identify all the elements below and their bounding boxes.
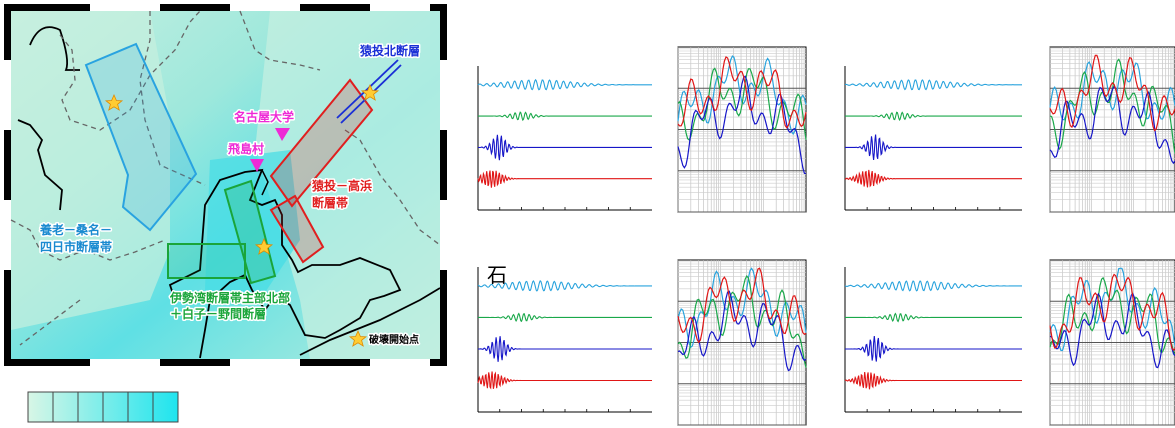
legend-star-icon <box>348 329 368 347</box>
spectrum-panel <box>677 46 807 213</box>
label-sanage-kita: 猿投北断層 <box>359 43 420 58</box>
waveform-panel <box>477 267 652 413</box>
ise-bay <box>205 150 300 300</box>
spectrum-curve <box>677 75 807 175</box>
waveform-trace <box>477 170 652 188</box>
spectrum-curve <box>1049 61 1175 121</box>
label-yoro-1: 養老－桑名－ <box>39 222 112 237</box>
spectrum-panel <box>677 259 807 426</box>
spectrum-panel <box>1049 259 1175 426</box>
waveform-panel <box>477 66 652 211</box>
boundary-north <box>59 10 201 131</box>
waveform-trace <box>477 371 652 390</box>
spectrum-curve <box>1049 85 1175 165</box>
waveform-trace <box>844 169 1022 188</box>
land-east <box>255 11 440 359</box>
waveform-trace <box>478 111 652 122</box>
label-isewan-1: 伊勢湾断層帯主部北部 <box>169 290 290 305</box>
tobishima-marker-icon <box>250 159 264 172</box>
waveform-trace <box>478 134 652 161</box>
color-scale-bar <box>27 391 179 423</box>
coastline-west <box>17 119 63 211</box>
spectrum-curve <box>1049 273 1175 352</box>
rupture-start-star-icon <box>254 237 274 255</box>
spectrum-curve <box>677 267 807 349</box>
label-sanage-takahama-1: 猿投－高浜 <box>311 178 372 193</box>
waveform-panel <box>844 66 1022 211</box>
land-west <box>11 11 170 330</box>
label-isewan-2: ＋白子－野間断層 <box>170 306 266 321</box>
waveform-trace <box>845 336 1022 362</box>
label-tobishima: 飛島村 <box>227 141 264 156</box>
waveform-panel <box>844 267 1022 413</box>
coastline-detail <box>261 169 269 196</box>
label-rupture-start: 破壊開始点 <box>369 333 419 346</box>
waveform-trace <box>844 280 1022 292</box>
takahama-fault-zone <box>269 194 325 264</box>
coastline-south <box>299 287 441 356</box>
waveform-trace <box>845 111 1022 122</box>
waveform-trace <box>845 312 1022 323</box>
boundary-east <box>344 129 441 246</box>
coastline-bay <box>168 168 402 359</box>
spectrum-curve <box>1049 292 1175 369</box>
rupture-start-star-icon <box>360 83 380 101</box>
frame-ticks <box>4 4 447 366</box>
isewan-fault-zone-north <box>223 179 277 285</box>
spectrum-curve <box>1049 276 1175 356</box>
spectrum-curve <box>677 267 807 344</box>
waveform-trace <box>478 336 652 362</box>
waveform-trace <box>844 79 1022 91</box>
label-nagoya-univ: 名古屋大学 <box>234 109 294 124</box>
label-yoro-2: 四日市断層帯 <box>40 239 112 254</box>
waveform-trace <box>478 312 652 323</box>
label-sanage-takahama-2: 断層帯 <box>312 195 348 210</box>
spectrum-curve <box>1049 54 1175 132</box>
boundary-northeast <box>239 10 321 71</box>
lake-outline <box>29 26 80 71</box>
sanage-takahama-fault-zone <box>269 78 374 208</box>
boundary-southwest <box>19 299 81 346</box>
boundary-center <box>139 11 206 186</box>
spectrum-panel <box>1049 46 1175 213</box>
fragment-label: 石 <box>487 263 507 287</box>
spectrum-curve <box>677 56 807 129</box>
waveform-trace <box>844 372 1022 390</box>
waveform-trace <box>477 280 652 292</box>
yoro-fault-zone <box>84 42 198 232</box>
rupture-start-star-icon <box>104 93 124 111</box>
waveform-trace <box>845 134 1022 161</box>
waveform-trace <box>477 78 652 91</box>
nagoya-univ-marker-icon <box>275 128 290 141</box>
isewan-fault-zone-main <box>167 243 246 279</box>
